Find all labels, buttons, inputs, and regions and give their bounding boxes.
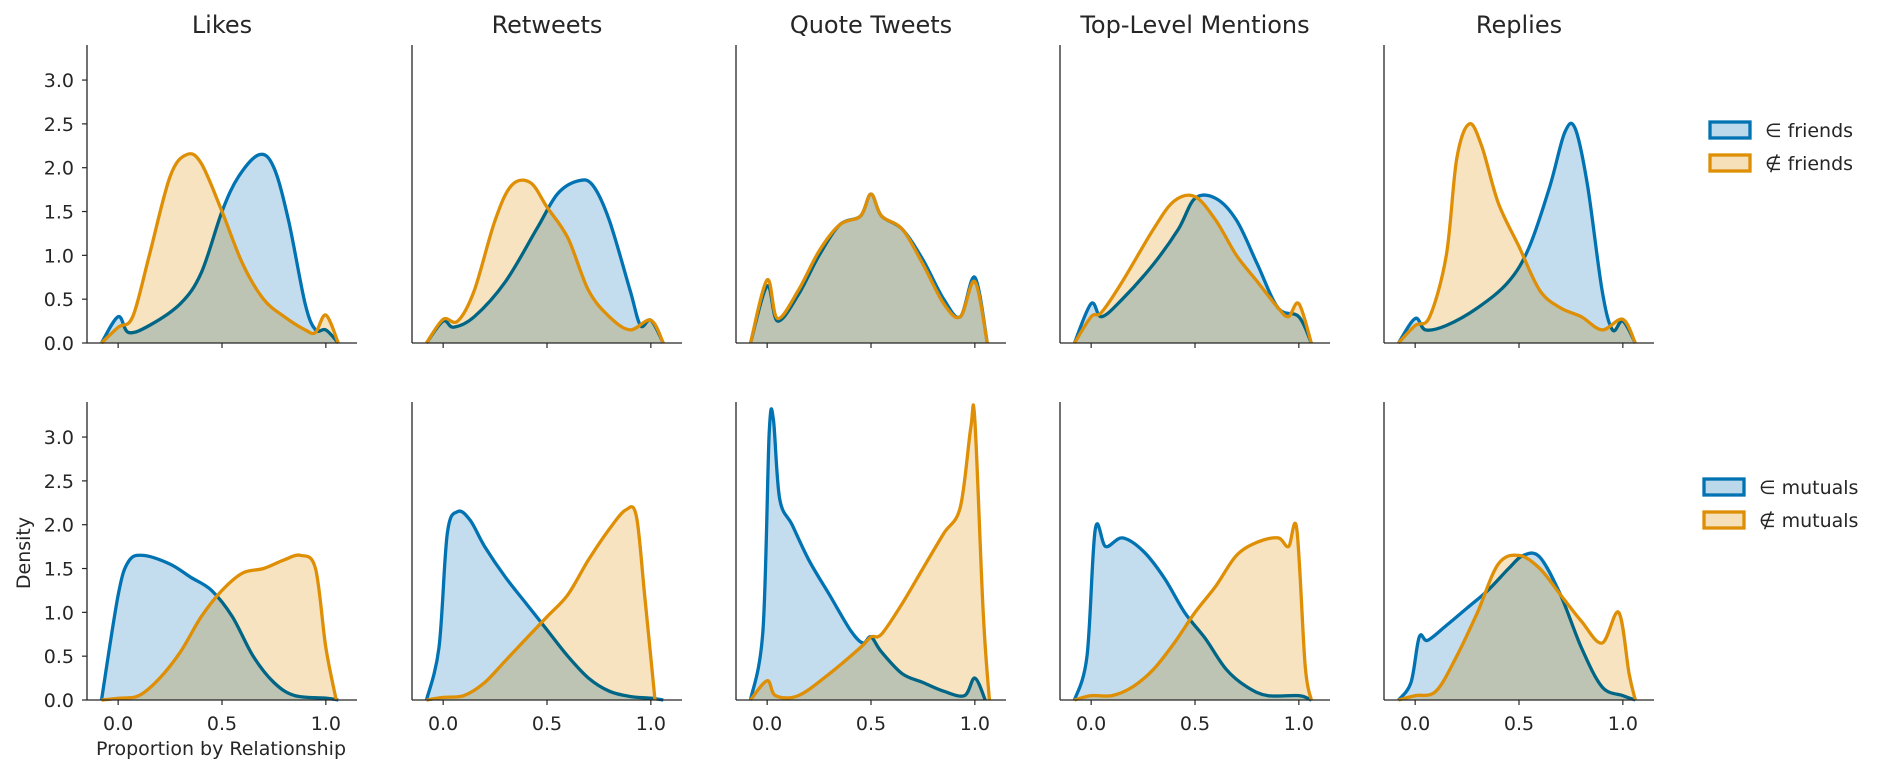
y-tick-label: 2.0 <box>44 158 74 180</box>
x-tick-label: 0.0 <box>1400 713 1430 735</box>
x-tick-label: 0.5 <box>207 713 237 735</box>
y-tick-label: 2.5 <box>44 114 74 136</box>
density-fill-out <box>750 194 988 343</box>
x-tick-label: 0.0 <box>752 713 782 735</box>
density-line-out <box>1397 122 1637 345</box>
x-tick-label: 1.0 <box>311 713 341 735</box>
x-tick-label: 0.0 <box>428 713 458 735</box>
legend-swatch-out <box>1708 153 1752 173</box>
x-tick-label: 0.0 <box>1076 713 1106 735</box>
legend-label-out: ∉ mutuals <box>1759 510 1858 532</box>
y-tick-label: 1.0 <box>44 245 74 267</box>
density-line-out <box>1398 553 1637 702</box>
density-fill-out <box>101 153 339 343</box>
legend-label-out: ∉ friends <box>1765 153 1853 175</box>
y-axis-label: Density <box>13 517 35 589</box>
legend-label-in: ∈ mutuals <box>1759 477 1858 499</box>
legend-label-in: ∈ friends <box>1765 120 1853 142</box>
x-tick-label: 1.0 <box>1608 713 1638 735</box>
panel-r1-c4: 0.0 0.5 1.0 <box>1383 402 1654 735</box>
density-fill-in <box>1398 123 1636 344</box>
panel-r0-c4: Replies <box>1383 11 1654 348</box>
x-tick-label: 0.5 <box>856 713 886 735</box>
legend-swatch-in <box>1702 477 1746 497</box>
legend-swatch-out <box>1702 510 1746 530</box>
x-tick-label: 0.0 <box>103 713 133 735</box>
density-fill-in <box>750 408 986 700</box>
density-fill-out <box>750 404 990 700</box>
y-tick-label: 0.0 <box>44 333 74 355</box>
x-axis-label: Proportion by Relationship <box>96 738 346 760</box>
y-tick-label: 1.5 <box>44 559 74 581</box>
panel-r0-c0: 0.0 0.5 1.0 1.5 2.0 2.5 3.0 Likes <box>44 11 357 355</box>
y-tick-label: 1.5 <box>44 202 74 224</box>
panel-r1-c0: 0.0 0.5 1.0 1.5 2.0 2.5 3.0 0.0 0.5 1.0 <box>44 402 357 735</box>
legend-row-0: ∈ friends ∉ friends <box>1708 120 1853 175</box>
density-fill-in <box>426 511 664 700</box>
panels-layer: 0.0 0.5 1.0 1.5 2.0 2.5 3.0 Likes Retweets Quote … <box>44 11 1654 735</box>
density-fill-out <box>1074 195 1312 343</box>
x-tick-label: 0.5 <box>1180 713 1210 735</box>
x-tick-label: 1.0 <box>960 713 990 735</box>
density-fill-out <box>426 180 664 343</box>
density-line-out <box>1074 521 1313 702</box>
x-tick-label: 1.0 <box>1284 713 1314 735</box>
density-fill-out <box>101 555 337 700</box>
density-fill-in <box>1074 523 1312 700</box>
density-fill-out <box>1074 523 1312 700</box>
legend-layer: ∈ friends ∉ friends ∈ mutuals ∉ mutuals <box>1702 120 1858 532</box>
y-tick-label: 1.0 <box>44 602 74 624</box>
panel-title: Replies <box>1476 11 1562 39</box>
y-tick-label: 3.0 <box>44 70 74 92</box>
y-tick-label: 0.5 <box>44 646 74 668</box>
legend-swatch-in <box>1708 120 1752 140</box>
panel-r1-c2: 0.0 0.5 1.0 <box>735 402 1006 735</box>
panel-r0-c1: Retweets <box>411 11 682 348</box>
y-tick-label: 2.0 <box>44 515 74 537</box>
panel-r1-c1: 0.0 0.5 1.0 <box>411 402 682 735</box>
y-tick-label: 0.0 <box>44 690 74 712</box>
density-line-out <box>101 553 338 702</box>
density-line-out <box>425 178 665 344</box>
density-line-out <box>749 403 992 702</box>
panel-title: Top-Level Mentions <box>1079 11 1309 39</box>
x-tick-label: 0.5 <box>1504 713 1534 735</box>
density-line-out <box>1073 193 1313 344</box>
density-line-out <box>426 505 657 702</box>
legend-row-1: ∈ mutuals ∉ mutuals <box>1702 477 1858 532</box>
x-tick-label: 1.0 <box>636 713 666 735</box>
panel-r0-c3: Top-Level Mentions <box>1059 11 1330 348</box>
panel-title: Retweets <box>492 11 603 39</box>
y-tick-label: 3.0 <box>44 427 74 449</box>
y-tick-label: 2.5 <box>44 471 74 493</box>
density-fill-out <box>1398 555 1636 700</box>
x-tick-label: 0.5 <box>532 713 562 735</box>
panel-title: Quote Tweets <box>790 11 952 39</box>
panel-title: Likes <box>192 11 252 39</box>
panel-r1-c3: 0.0 0.5 1.0 <box>1059 402 1330 735</box>
density-fill-out <box>1398 123 1636 343</box>
y-tick-label: 0.5 <box>44 289 74 311</box>
density-line-out <box>100 152 340 345</box>
panel-r0-c2: Quote Tweets <box>735 11 1006 348</box>
density-fill-out <box>426 506 655 700</box>
density-line-out <box>748 192 989 344</box>
